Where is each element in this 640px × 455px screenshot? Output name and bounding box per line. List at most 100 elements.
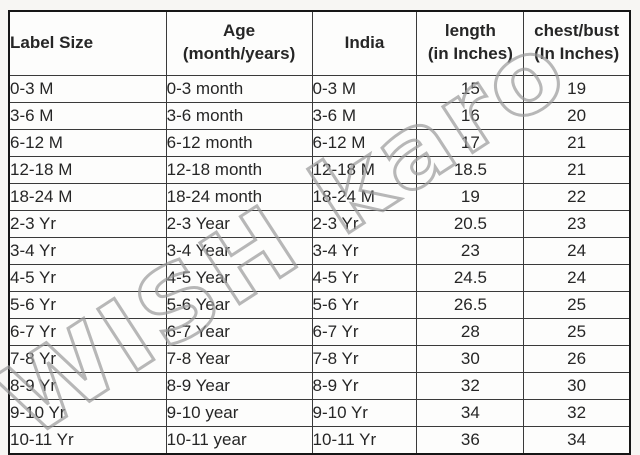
- table-cell: 10-11 year: [165, 425, 313, 454]
- header-line: (month/years): [182, 44, 296, 64]
- table-row: 2-3 Yr 2-3 Year 2-3 Yr 20.5 23: [8, 209, 631, 238]
- table-cell: 26.5: [416, 290, 525, 319]
- table-cell: 24: [523, 263, 631, 292]
- table-cell: 5-6 Year: [165, 290, 313, 319]
- header-line: (in Inches): [427, 44, 513, 64]
- header-line: India: [344, 32, 385, 52]
- header-line: (In Inches): [534, 44, 620, 64]
- table-cell: 21: [523, 155, 631, 184]
- table-row: 3-4 Yr 3-4 Year 3-4 Yr 23 24: [8, 236, 631, 265]
- table-cell: 6-7 Year: [165, 317, 313, 346]
- table-cell: 3-4 Yr: [311, 236, 418, 265]
- table-body: 0-3 M 0-3 month 0-3 M 15 19 3-6 M 3-6 month 3-6…: [8, 74, 631, 454]
- table-cell: 18.5: [416, 155, 525, 184]
- table-cell: 30: [416, 344, 525, 373]
- table-row: 10-11 Yr 10-11 year 10-11 Yr 36 34: [8, 425, 631, 454]
- table-cell: 12-18 M: [8, 155, 167, 184]
- table-row: 7-8 Yr 7-8 Year 7-8 Yr 30 26: [8, 344, 631, 373]
- size-chart-table-wrap: Label Size Age (month/years) India lengt…: [8, 10, 631, 455]
- header-line: Age: [223, 21, 256, 41]
- table-cell: 22: [523, 182, 631, 211]
- table-row: 12-18 M 12-18 month 12-18 M 18.5 21: [8, 155, 631, 184]
- table-row: 5-6 Yr 5-6 Year 5-6 Yr 26.5 25: [8, 290, 631, 319]
- table-cell: 8-9 Yr: [311, 371, 418, 400]
- table-cell: 24.5: [416, 263, 525, 292]
- header-row: Label Size Age (month/years) India lengt…: [8, 10, 631, 76]
- table-cell: 2-3 Yr: [8, 209, 167, 238]
- table-cell: 0-3 M: [8, 74, 167, 103]
- table-cell: 3-4 Yr: [8, 236, 167, 265]
- table-cell: 23: [416, 236, 525, 265]
- table-cell: 9-10 Yr: [311, 398, 418, 427]
- table-cell: 20: [523, 101, 631, 130]
- table-cell: 19: [416, 182, 525, 211]
- header-line: length: [444, 21, 496, 41]
- table-cell: 4-5 Yr: [311, 263, 418, 292]
- table-cell: 30: [523, 371, 631, 400]
- table-row: 6-7 Yr 6-7 Year 6-7 Yr 28 25: [8, 317, 631, 346]
- table-cell: 2-3 Year: [165, 209, 313, 238]
- table-cell: 32: [523, 398, 631, 427]
- table-cell: 15: [416, 74, 525, 103]
- table-cell: 4-5 Year: [165, 263, 313, 292]
- table-row: 6-12 M 6-12 month 6-12 M 17 21: [8, 128, 631, 157]
- table-cell: 17: [416, 128, 525, 157]
- col-header-length: length (in Inches): [416, 10, 525, 76]
- table-cell: 4-5 Yr: [8, 263, 167, 292]
- header-line: chest/bust: [534, 21, 620, 41]
- table-cell: 34: [523, 425, 631, 454]
- table-cell: 12-18 M: [311, 155, 418, 184]
- table-cell: 6-7 Yr: [8, 317, 167, 346]
- table-cell: 7-8 Yr: [311, 344, 418, 373]
- table-cell: 36: [416, 425, 525, 454]
- table-cell: 5-6 Yr: [311, 290, 418, 319]
- table-cell: 3-6 M: [311, 101, 418, 130]
- table-cell: 2-3 Yr: [311, 209, 418, 238]
- table-cell: 18-24 M: [311, 182, 418, 211]
- table-cell: 3-4 Year: [165, 236, 313, 265]
- table-cell: 26: [523, 344, 631, 373]
- table-cell: 32: [416, 371, 525, 400]
- table-cell: 25: [523, 290, 631, 319]
- table-cell: 18-24 month: [165, 182, 313, 211]
- table-cell: 10-11 Yr: [8, 425, 167, 454]
- table-cell: 0-3 M: [311, 74, 418, 103]
- table-cell: 20.5: [416, 209, 525, 238]
- table-cell: 7-8 Year: [165, 344, 313, 373]
- table-cell: 6-7 Yr: [311, 317, 418, 346]
- table-row: 3-6 M 3-6 month 3-6 M 16 20: [8, 101, 631, 130]
- table-row: 0-3 M 0-3 month 0-3 M 15 19: [8, 74, 631, 103]
- table-cell: 6-12 month: [165, 128, 313, 157]
- table-cell: 9-10 year: [165, 398, 313, 427]
- table-cell: 24: [523, 236, 631, 265]
- table-cell: 23: [523, 209, 631, 238]
- table-cell: 25: [523, 317, 631, 346]
- table-cell: 6-12 M: [311, 128, 418, 157]
- table-header: Label Size Age (month/years) India lengt…: [8, 10, 631, 76]
- table-cell: 0-3 month: [165, 74, 313, 103]
- table-cell: 8-9 Yr: [8, 371, 167, 400]
- table-cell: 34: [416, 398, 525, 427]
- table-cell: 12-18 month: [165, 155, 313, 184]
- header-line: Label Size: [10, 32, 94, 52]
- table-cell: 8-9 Year: [165, 371, 313, 400]
- table-cell: 6-12 M: [8, 128, 167, 157]
- table-row: 9-10 Yr 9-10 year 9-10 Yr 34 32: [8, 398, 631, 427]
- col-header-label-size: Label Size: [8, 10, 167, 76]
- table-cell: 9-10 Yr: [8, 398, 167, 427]
- size-chart-table: Label Size Age (month/years) India lengt…: [8, 10, 631, 455]
- col-header-age: Age (month/years): [165, 10, 313, 76]
- table-cell: 5-6 Yr: [8, 290, 167, 319]
- table-row: 4-5 Yr 4-5 Year 4-5 Yr 24.5 24: [8, 263, 631, 292]
- col-header-chest-bust: chest/bust (In Inches): [523, 10, 631, 76]
- table-cell: 28: [416, 317, 525, 346]
- table-cell: 19: [523, 74, 631, 103]
- table-row: 8-9 Yr 8-9 Year 8-9 Yr 32 30: [8, 371, 631, 400]
- table-row: 18-24 M 18-24 month 18-24 M 19 22: [8, 182, 631, 211]
- table-cell: 3-6 month: [165, 101, 313, 130]
- table-cell: 3-6 M: [8, 101, 167, 130]
- table-cell: 18-24 M: [8, 182, 167, 211]
- table-cell: 7-8 Yr: [8, 344, 167, 373]
- col-header-india: India: [311, 10, 418, 76]
